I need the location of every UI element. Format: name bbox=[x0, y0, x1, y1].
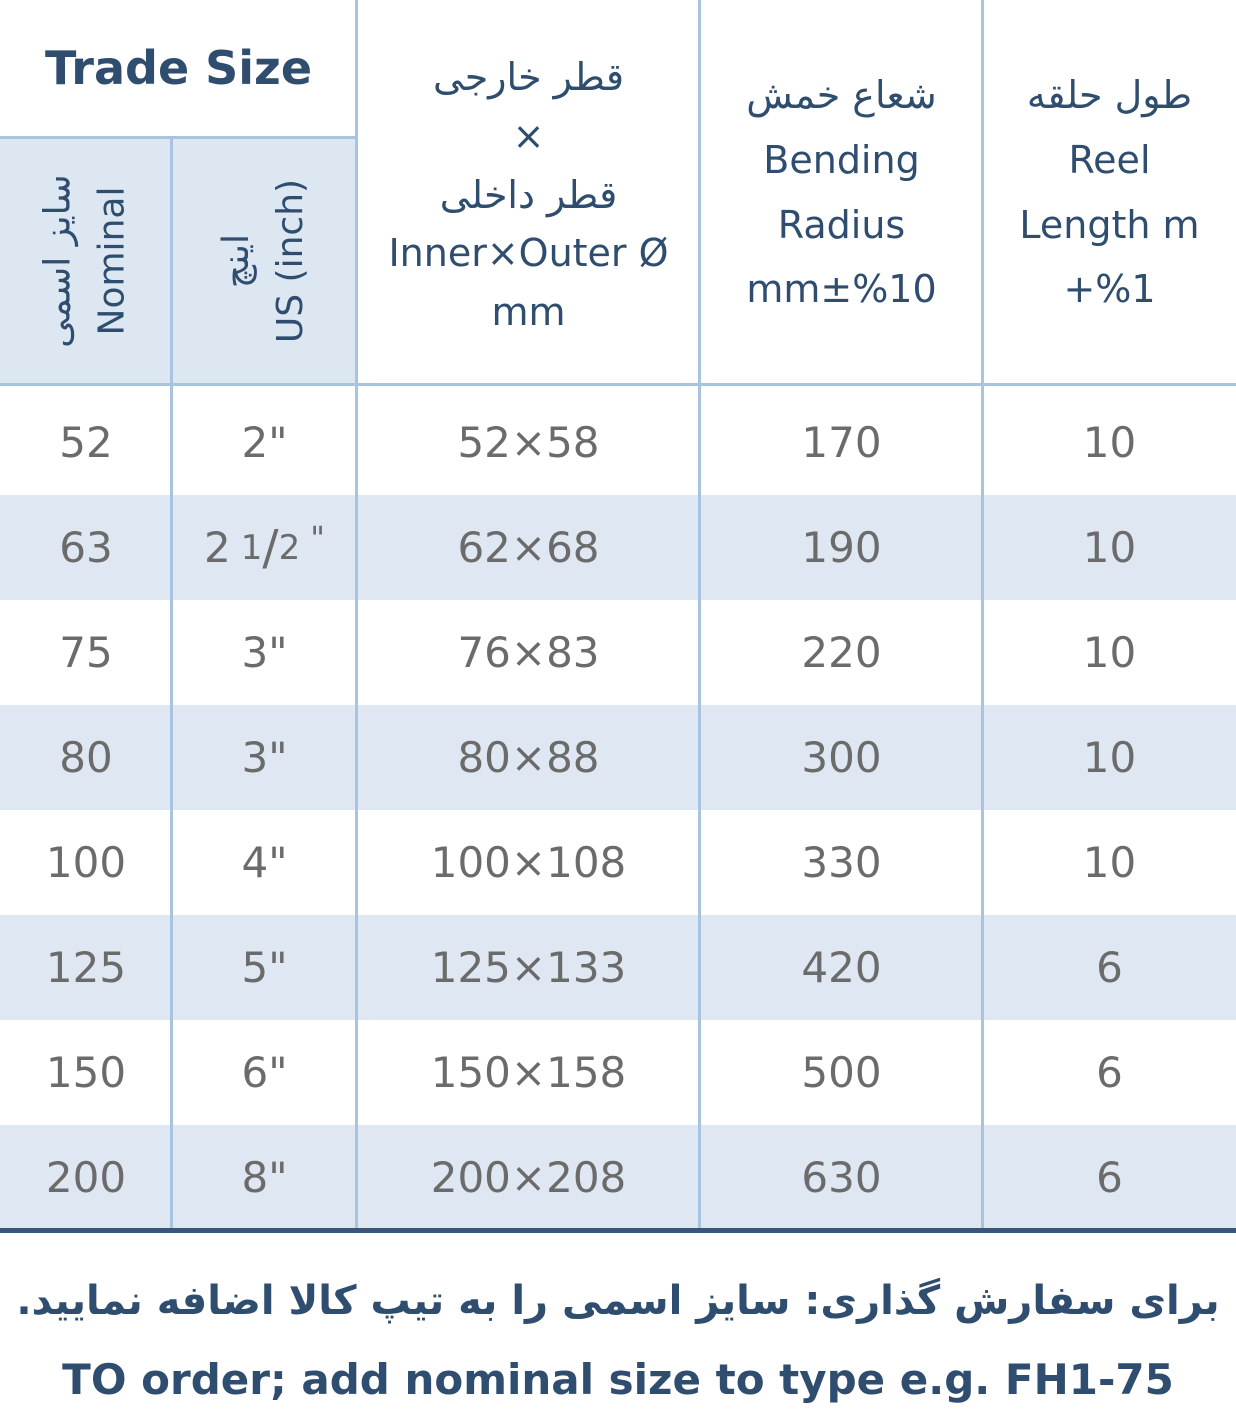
cell: 420 bbox=[801, 943, 882, 992]
footer-english: TO order; add nominal size to type e.g. … bbox=[62, 1355, 1174, 1404]
cell: 630 bbox=[801, 1153, 882, 1202]
table-row: 63 2 1/2 " 62×68 190 10 bbox=[0, 495, 1236, 600]
cell: 190 bbox=[801, 523, 882, 572]
header-line: Bending bbox=[763, 137, 920, 182]
cell: 125 bbox=[45, 943, 127, 992]
text: US (inch) bbox=[270, 178, 312, 344]
cell: 200×208 bbox=[430, 1153, 627, 1202]
cell: 330 bbox=[801, 838, 882, 887]
nominal-label: سایز اسمی Nominal bbox=[32, 174, 140, 347]
cell: 150×158 bbox=[430, 1048, 627, 1097]
rule bbox=[981, 0, 984, 1228]
table-row: 75 3" 76×83 220 10 bbox=[0, 600, 1236, 705]
numerator: 1 bbox=[240, 527, 263, 568]
header-line: +%1 bbox=[1063, 267, 1156, 312]
cell: 80 bbox=[59, 733, 113, 782]
header-line: شعاع خمش bbox=[746, 73, 937, 118]
cell: 125×133 bbox=[430, 943, 627, 992]
text: Nominal bbox=[92, 186, 134, 336]
table-row: 52 2" 52×58 170 10 bbox=[0, 390, 1236, 495]
cell: 4" bbox=[241, 838, 288, 887]
table-row: 125 5" 125×133 420 6 bbox=[0, 915, 1236, 1020]
cell: 100 bbox=[45, 838, 127, 887]
cell: 10 bbox=[1082, 418, 1137, 467]
header-line: Reel bbox=[1068, 137, 1151, 182]
header-line: Length m bbox=[1019, 202, 1200, 247]
cell: 170 bbox=[801, 418, 882, 467]
header-line: طول حلقه bbox=[1026, 73, 1193, 118]
text: اینچ bbox=[216, 233, 258, 289]
cell: 63 bbox=[59, 523, 113, 572]
header-line: × bbox=[512, 113, 545, 158]
bottom-rule bbox=[0, 1228, 1236, 1233]
cell: 220 bbox=[801, 628, 882, 677]
header-line: قطر خارجی bbox=[433, 54, 624, 99]
footer-persian: برای سفارش گذاری: سایز اسمی را به تیپ کا… bbox=[16, 1278, 1220, 1324]
cell: 300 bbox=[801, 733, 882, 782]
cell: 500 bbox=[801, 1048, 882, 1097]
cell: 10 bbox=[1082, 523, 1137, 572]
nominal-header: سایز اسمی Nominal bbox=[0, 137, 172, 385]
rule bbox=[355, 0, 358, 1228]
rule bbox=[0, 136, 357, 139]
cell: 6 bbox=[1096, 943, 1123, 992]
whole: 2 bbox=[204, 523, 231, 572]
text: سایز اسمی bbox=[38, 174, 80, 348]
cell: 10 bbox=[1082, 733, 1137, 782]
subheader-bg bbox=[0, 137, 357, 385]
cell: 52×58 bbox=[457, 418, 600, 467]
bending-header: شعاع خمش Bending Radius mm±%10 bbox=[700, 0, 983, 385]
cell: 100×108 bbox=[430, 838, 627, 887]
rule bbox=[0, 383, 1236, 386]
cell: 10 bbox=[1082, 838, 1137, 887]
header-line: Radius bbox=[777, 202, 906, 247]
cell: 150 bbox=[45, 1048, 127, 1097]
denominator: 2 bbox=[278, 527, 301, 568]
rule bbox=[170, 137, 173, 1228]
cell: 3" bbox=[241, 628, 288, 677]
cell: 2 1/2 " bbox=[204, 518, 325, 576]
header-line: mm±%10 bbox=[746, 267, 937, 312]
cell: 10 bbox=[1082, 628, 1137, 677]
table-row: 150 6" 150×158 500 6 bbox=[0, 1020, 1236, 1125]
reel-header: طول حلقه Reel Length m +%1 bbox=[983, 0, 1236, 385]
trade-size: Trade Size bbox=[44, 41, 313, 96]
rule bbox=[698, 0, 701, 1228]
table-row: 200 8" 200×208 630 6 bbox=[0, 1125, 1236, 1230]
cell: 2" bbox=[241, 418, 288, 467]
cell: 80×88 bbox=[457, 733, 600, 782]
cell: 6 bbox=[1096, 1048, 1123, 1097]
cell: 75 bbox=[59, 628, 113, 677]
cell: 3" bbox=[241, 733, 288, 782]
cell: 5" bbox=[241, 943, 288, 992]
table-row: 80 3" 80×88 300 10 bbox=[0, 705, 1236, 810]
header-line: mm bbox=[491, 290, 566, 335]
cell: 62×68 bbox=[457, 523, 600, 572]
header-line: قطر داخلی bbox=[439, 172, 618, 217]
diameter-header: قطر خارجی × قطر داخلی Inner×Outer Ø mm bbox=[357, 5, 700, 385]
cell: 76×83 bbox=[457, 628, 600, 677]
table-row: 100 4" 100×108 330 10 bbox=[0, 810, 1236, 915]
header-line: Inner×Outer Ø bbox=[388, 231, 669, 276]
us-header: اینچ US (inch) bbox=[172, 137, 357, 385]
cell: 6" bbox=[241, 1048, 288, 1097]
mark: " bbox=[310, 518, 325, 557]
cell: 6 bbox=[1096, 1153, 1123, 1202]
cell: 8" bbox=[241, 1153, 288, 1202]
us-label: اینچ US (inch) bbox=[210, 179, 318, 343]
cell: 200 bbox=[45, 1153, 127, 1202]
cell: 52 bbox=[59, 418, 113, 467]
